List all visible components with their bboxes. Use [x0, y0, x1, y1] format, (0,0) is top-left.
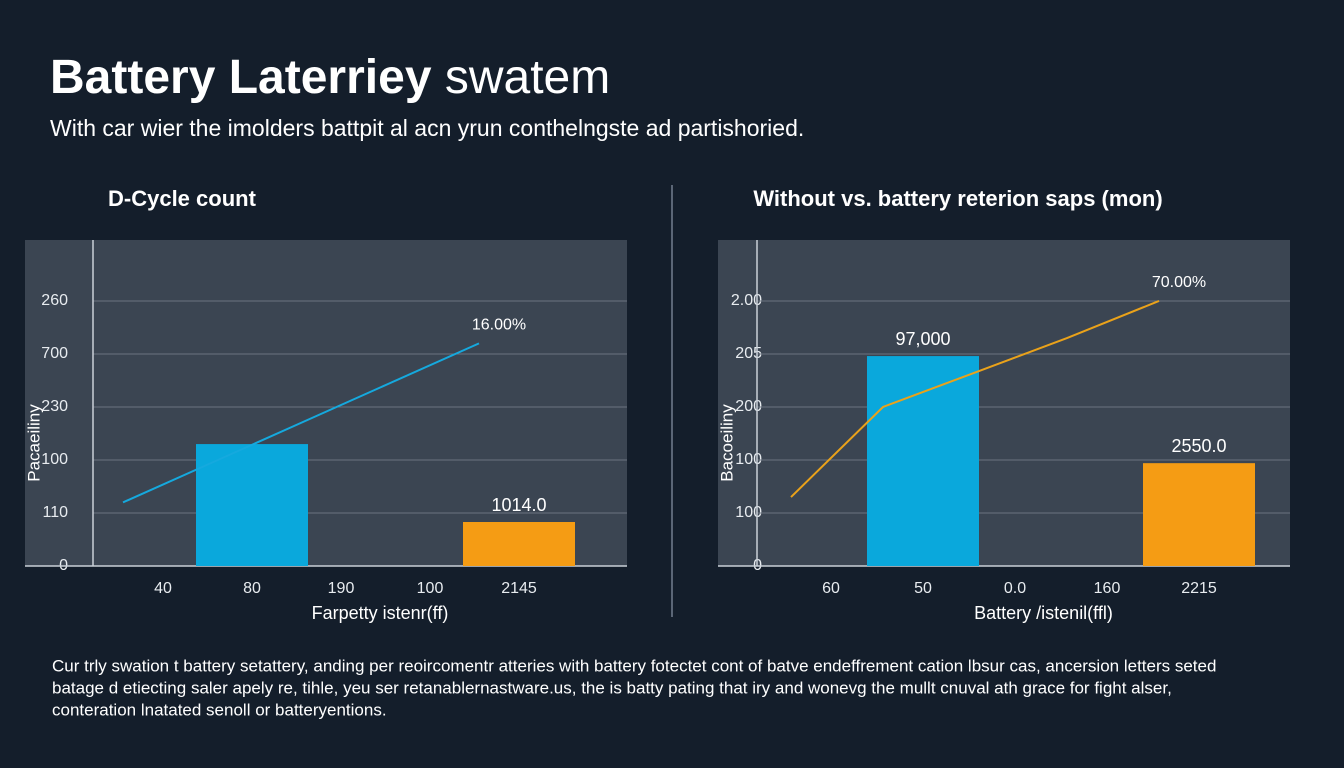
y-axis-label: Pacaeiliny	[24, 404, 43, 482]
x-tick-label: 0.0	[1004, 580, 1026, 597]
footer-line: Cur trly swation t battery setattery, an…	[52, 656, 1216, 675]
bar	[196, 444, 308, 566]
x-tick-label: 50	[914, 580, 932, 597]
line	[790, 300, 1160, 498]
title: Battery Laterriey swatem	[50, 51, 610, 104]
x-tick-label: 80	[243, 580, 261, 597]
x-tick-label: 100	[417, 580, 444, 597]
x-axis-label: Battery /istenil(ffl)	[974, 603, 1113, 623]
plot-background	[25, 240, 627, 566]
y-tick-label: 230	[41, 398, 68, 415]
bar-label: 1014.0	[491, 495, 546, 515]
x-tick-label: 60	[822, 580, 840, 597]
chart-title: Without vs. battery reterion saps (mon)	[753, 186, 1162, 211]
line	[122, 342, 480, 504]
x-tick-label: 190	[328, 580, 355, 597]
subtitle: With car wier the imolders battpit al ac…	[50, 115, 804, 141]
y-axis-label: Bacoeiliny	[717, 404, 736, 482]
bar-label: 97,000	[895, 329, 950, 349]
bar-label: 2550.0	[1171, 436, 1226, 456]
x-tick-label: 160	[1094, 580, 1121, 597]
y-tick-label: 100	[735, 451, 762, 468]
x-tick-label: 40	[154, 580, 172, 597]
y-tick-label: 260	[41, 292, 68, 309]
y-tick-label: 200	[735, 398, 762, 415]
y-tick-label: 2.00	[731, 292, 762, 309]
y-tick-label: 205	[735, 345, 762, 362]
y-tick-label: 700	[41, 345, 68, 362]
title-bold: Battery Laterriey	[50, 51, 432, 104]
bar	[463, 522, 575, 566]
footer-line: conteration lnatated senoll or batteryen…	[52, 700, 387, 719]
line-label: 70.00%	[1152, 274, 1206, 291]
line-label: 16.00%	[472, 317, 526, 334]
chart-title: D-Cycle count	[108, 186, 257, 211]
y-tick-label: 100	[41, 451, 68, 468]
x-axis-label: Farpetty istenr(ff)	[312, 603, 449, 623]
x-tick-label: 2145	[501, 580, 537, 597]
footer-line: batage d etiecting saler apely re, tihle…	[52, 678, 1172, 697]
title-light: swatem	[445, 51, 610, 104]
y-tick-label: 100	[735, 504, 762, 521]
y-tick-label: 110	[42, 504, 68, 521]
x-tick-label: 2215	[1181, 580, 1217, 597]
bar	[1143, 463, 1255, 566]
bar	[867, 356, 979, 566]
